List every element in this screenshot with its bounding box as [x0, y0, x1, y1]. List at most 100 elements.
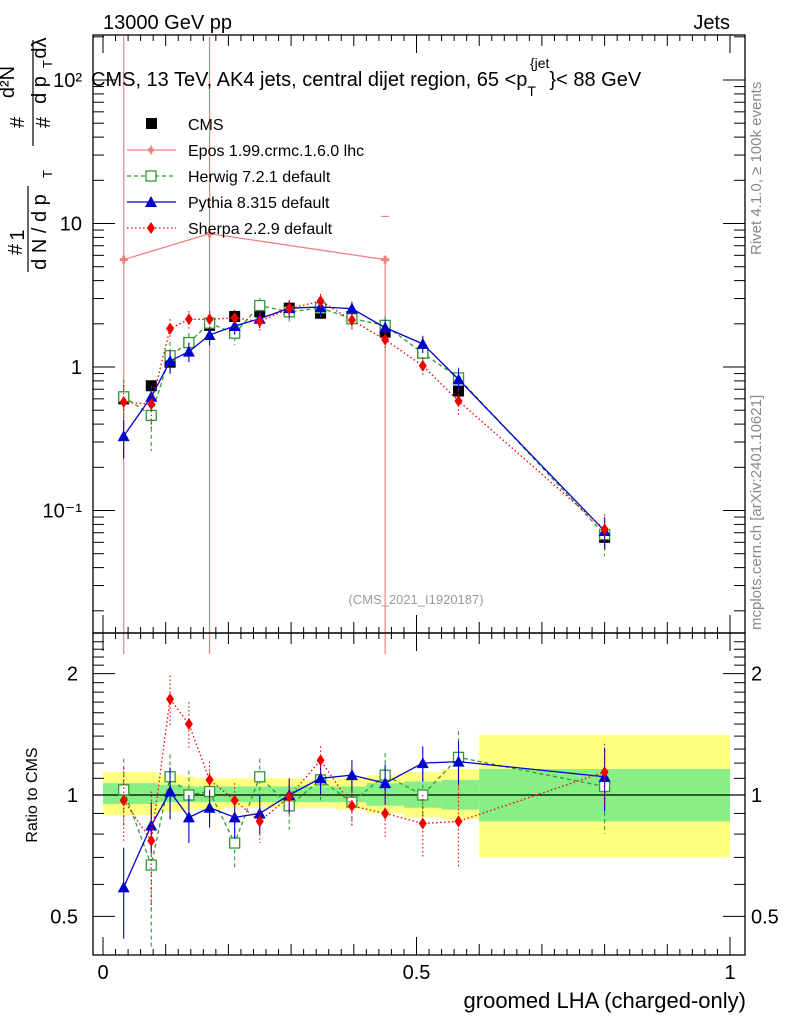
mcplots-reference-text: mcplots.cern.ch [arXiv:2401.10621] — [748, 395, 765, 630]
sherpa-ratio-point — [184, 718, 193, 731]
sherpa-ratio-point — [255, 815, 264, 828]
svg-text:d p: d p — [29, 76, 51, 104]
svg-text:#: # — [33, 116, 55, 128]
sherpa-ratio-point — [285, 790, 294, 803]
svg-text:T: T — [40, 170, 55, 178]
svg-text:#: # — [7, 116, 29, 128]
plot-title: CMS, 13 TeV, AK4 jets, central dijet reg… — [91, 55, 642, 99]
pythia-ratio-point — [164, 785, 177, 797]
epos-data-point — [205, 229, 214, 238]
x-tick-label: 0 — [97, 962, 108, 984]
svg-text:Pythia 8.315 default: Pythia 8.315 default — [188, 195, 330, 212]
x-axis-label: groomed LHA (charged-only) — [464, 988, 746, 1013]
sherpa-data-point — [454, 394, 463, 407]
epos-series — [119, 36, 390, 654]
ratio-y-tick-label-left: 0.5 — [50, 906, 78, 928]
herwig-ratio-point — [254, 771, 266, 783]
sherpa-line — [123, 300, 606, 530]
pythia-data-point — [228, 320, 241, 332]
main-series-layer — [117, 293, 611, 557]
sherpa-data-point — [147, 398, 156, 411]
pythia-data-point — [203, 329, 216, 341]
svg-text:Sherpa 2.2.9 default: Sherpa 2.2.9 default — [188, 221, 333, 238]
analysis-watermark: (CMS_2021_I1920187) — [348, 592, 483, 607]
sherpa-ratio-point — [347, 799, 356, 812]
svg-text:1: 1 — [7, 229, 29, 240]
pythia-ratio-point — [452, 755, 465, 767]
legend-item-herwig: Herwig 7.2.1 default — [127, 169, 331, 186]
sherpa-data-point — [418, 359, 427, 372]
epos-data-point — [119, 255, 128, 264]
main-y-tick-label: 1 — [71, 357, 82, 379]
pythia-data-point — [117, 430, 130, 442]
sherpa-data-point — [184, 313, 193, 326]
legend-item-pythia: Pythia 8.315 default — [127, 195, 330, 212]
pythia-ratio-point — [314, 772, 327, 784]
ratio-band-green — [336, 786, 367, 803]
sherpa-ratio-point — [119, 794, 128, 807]
pythia-ratio-point — [117, 881, 130, 893]
pythia-data-point — [145, 390, 158, 402]
pythia-ratio-point — [379, 777, 392, 789]
sherpa-ratio-point — [230, 794, 239, 807]
svg-text:Epos 1.99.crmc.1.6.0 lhc: Epos 1.99.crmc.1.6.0 lhc — [188, 143, 364, 160]
sherpa-ratio-point — [454, 815, 463, 828]
pythia-data-point — [182, 345, 195, 357]
main-y-tick-label: 10⁻¹ — [43, 501, 83, 523]
legend-item-epos: Epos 1.99.crmc.1.6.0 lhc — [127, 143, 364, 160]
ratio-band-green — [145, 783, 158, 804]
pythia-data-point — [416, 337, 429, 349]
svg-text:#: # — [5, 243, 27, 255]
epos-data-point — [381, 255, 390, 264]
main-y-tick-label: 10² — [53, 70, 82, 92]
pythia-line — [123, 306, 606, 532]
herwig-ratio-point — [118, 784, 130, 796]
sherpa-data-point — [381, 333, 390, 346]
sherpa-ratio-point — [147, 834, 156, 847]
ratio-band-green — [224, 786, 246, 803]
sherpa-ratio-point — [381, 807, 390, 820]
ratio-y-tick-label-right: 1 — [751, 785, 762, 807]
sherpa-ratio-point — [166, 693, 175, 706]
herwig-ratio-point — [229, 837, 241, 849]
herwig-ratio-line — [123, 756, 605, 868]
pythia-data-point — [452, 373, 465, 385]
sherpa-data-point — [285, 302, 294, 315]
ratio-y-tick-label-right: 0.5 — [751, 906, 779, 928]
sherpa-ratio-point — [205, 773, 214, 786]
svg-text:d²N: d²N — [0, 66, 19, 98]
sherpa-ratio-point — [418, 817, 427, 830]
pythia-data-point — [164, 355, 177, 367]
svg-text:d N / d p: d N / d p — [29, 194, 51, 270]
legend: CMS Epos 1.99.crmc.1.6.0 lhc Herwig 7.2.… — [127, 117, 364, 238]
sherpa-data-point — [166, 322, 175, 335]
pythia-ratio-point — [203, 801, 216, 813]
pythia-ratio-point — [253, 807, 266, 819]
svg-text:T: T — [40, 60, 55, 68]
pythia-ratio-point — [182, 811, 195, 823]
sherpa-data-point — [600, 523, 609, 536]
sherpa-data-point — [255, 315, 264, 328]
ratio-y-tick-label-right: 2 — [751, 664, 762, 686]
svg-text:dλ: dλ — [29, 37, 51, 58]
legend-item-cms: CMS — [146, 117, 224, 134]
pythia-ratio-point — [228, 811, 241, 823]
sherpa-data-point — [119, 396, 128, 409]
header-process: 13000 GeV pp — [103, 12, 232, 34]
header-observable: Jets — [693, 12, 730, 34]
pythia-ratio-point — [416, 757, 429, 769]
sherpa-ratio-point — [600, 766, 609, 779]
herwig-data-point — [254, 299, 266, 312]
ratio-plot-frame — [92, 632, 746, 956]
sherpa-ratio-point — [316, 754, 325, 767]
main-y-tick-label: 10 — [60, 214, 82, 236]
ratio-ylabel: Ratio to CMS — [24, 747, 41, 842]
sherpa-data-point — [230, 311, 239, 324]
legend-item-sherpa: Sherpa 2.2.9 default — [127, 221, 333, 238]
pythia-ratio-point — [345, 769, 358, 781]
rivet-version-text: Rivet 4.1.0, ≥ 100k events — [748, 82, 765, 255]
sherpa-ratio-line — [123, 697, 605, 843]
ratio-y-tick-label-left: 1 — [67, 785, 78, 807]
x-tick-label: 1 — [724, 962, 735, 984]
